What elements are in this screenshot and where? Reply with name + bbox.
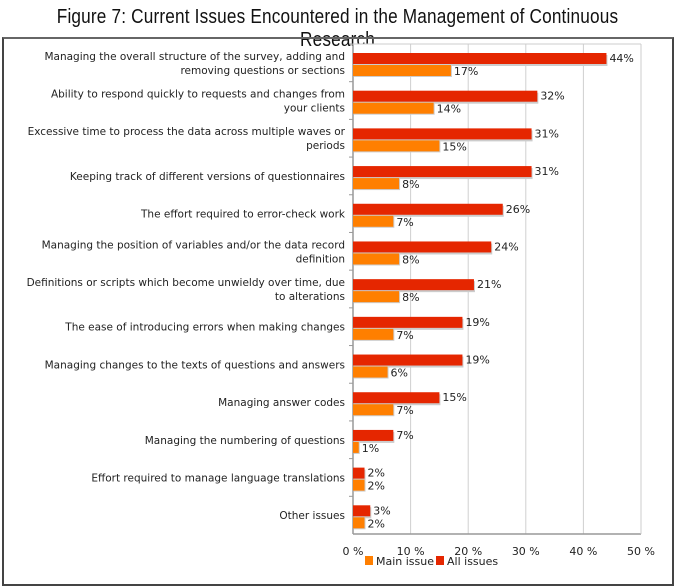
data-label-all-issues: 7% <box>396 429 413 442</box>
data-label-all-issues: 21% <box>477 278 501 291</box>
bar-all-issues <box>353 53 607 64</box>
data-label-main-issue: 6% <box>391 367 408 380</box>
category-label: Excessive time to process the data acros… <box>28 126 346 138</box>
data-label-main-issue: 8% <box>402 291 419 304</box>
data-label-all-issues: 3% <box>373 504 390 517</box>
data-label-all-issues: 26% <box>506 203 530 216</box>
legend-label-all-issues: All issues <box>447 555 498 568</box>
bar-main-issue <box>353 328 394 340</box>
bar-main-issue <box>353 253 400 265</box>
category-label: Managing the overall structure of the su… <box>44 51 345 63</box>
bar-all-issues <box>353 241 492 253</box>
category-label: removing questions or sections <box>180 65 345 77</box>
data-label-main-issue: 17% <box>454 65 478 78</box>
bar-all-issues <box>353 429 394 441</box>
bar-main-issue <box>353 517 365 529</box>
data-label-main-issue: 8% <box>402 253 419 266</box>
data-label-all-issues: 44% <box>609 52 633 65</box>
category-label: Keeping track of different versions of q… <box>70 171 345 183</box>
bar-all-issues <box>353 354 463 366</box>
data-label-main-issue: 14% <box>437 103 461 116</box>
category-label: Definitions or scripts which become unwi… <box>27 277 345 289</box>
data-label-all-issues: 19% <box>465 316 489 329</box>
x-tick-label: 30 % <box>512 545 540 558</box>
data-label-all-issues: 19% <box>465 354 489 367</box>
data-label-main-issue: 2% <box>368 517 385 530</box>
bar-all-issues <box>353 203 503 215</box>
bar-all-issues <box>353 90 538 102</box>
bar-main-issue <box>353 140 440 152</box>
bar-main-issue <box>353 441 359 453</box>
category-label: Managing the numbering of questions <box>145 435 345 447</box>
x-tick-label: 20 % <box>454 545 482 558</box>
data-label-main-issue: 7% <box>396 216 413 229</box>
bar-all-issues <box>353 467 365 479</box>
category-label: Effort required to manage language trans… <box>91 472 345 484</box>
data-label-main-issue: 8% <box>402 178 419 191</box>
data-label-all-issues: 15% <box>442 391 466 404</box>
data-label-all-issues: 31% <box>535 165 559 178</box>
category-label: Other issues <box>279 510 345 522</box>
bar-main-issue <box>353 479 365 491</box>
chart-frame <box>2 37 674 586</box>
x-tick-label: 50 % <box>627 545 655 558</box>
legend-label-main-issue: Main issue <box>376 555 434 568</box>
data-label-all-issues: 32% <box>540 90 564 103</box>
category-label: Managing changes to the texts of questio… <box>45 359 345 371</box>
bar-main-issue <box>353 291 400 303</box>
data-label-main-issue: 7% <box>396 329 413 342</box>
bar-main-issue <box>353 404 394 416</box>
bar-all-issues <box>353 279 474 291</box>
bar-all-issues <box>353 505 371 517</box>
bar-all-issues <box>353 392 440 404</box>
category-label: definition <box>296 253 345 265</box>
category-label: your clients <box>284 103 345 115</box>
data-label-all-issues: 24% <box>494 240 518 253</box>
legend-swatch-main-issue <box>365 556 373 565</box>
bar-main-issue <box>353 215 394 227</box>
category-label: periods <box>306 140 345 152</box>
category-label: Managing the position of variables and/o… <box>42 239 345 251</box>
data-label-all-issues: 31% <box>535 127 559 140</box>
data-label-main-issue: 2% <box>368 480 385 493</box>
bar-all-issues <box>353 128 532 140</box>
data-label-main-issue: 15% <box>442 140 466 153</box>
category-label: The effort required to error-check work <box>140 209 346 221</box>
category-label: Ability to respond quickly to requests a… <box>51 89 345 101</box>
data-label-all-issues: 2% <box>368 467 385 480</box>
bar-all-issues <box>353 316 463 328</box>
data-label-main-issue: 7% <box>396 404 413 417</box>
data-label-main-issue: 1% <box>362 442 379 455</box>
bar-all-issues <box>353 166 532 178</box>
category-label: The ease of introducing errors when maki… <box>64 322 345 334</box>
bar-main-issue <box>353 178 400 190</box>
category-label: to alterations <box>275 291 345 303</box>
legend-swatch-all-issues <box>436 556 444 565</box>
bar-main-issue <box>353 102 434 114</box>
x-tick-label: 0 % <box>343 545 364 558</box>
bar-main-issue <box>353 366 388 378</box>
x-tick-label: 10 % <box>397 545 425 558</box>
bar-main-issue <box>353 65 451 76</box>
x-tick-label: 40 % <box>569 545 597 558</box>
category-label: Managing answer codes <box>218 397 345 409</box>
